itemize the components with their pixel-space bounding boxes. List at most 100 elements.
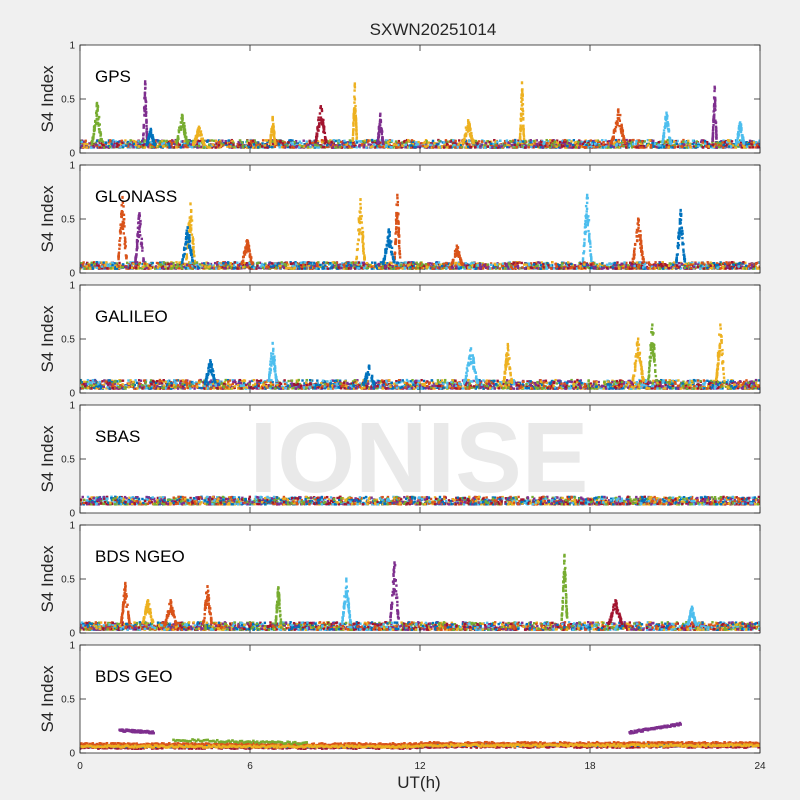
data-point (503, 262, 506, 265)
data-point (113, 262, 116, 265)
data-point (155, 139, 159, 142)
data-point (732, 143, 735, 146)
data-point (236, 142, 239, 146)
data-point (143, 80, 147, 84)
data-point (648, 139, 651, 142)
data-point (623, 140, 627, 143)
data-point (665, 125, 668, 128)
data-point (380, 130, 384, 133)
data-point (149, 143, 152, 146)
data-point (300, 145, 304, 148)
data-point (696, 142, 700, 145)
data-point (182, 122, 186, 125)
data-point (682, 140, 685, 143)
data-point (620, 123, 623, 127)
data-point (351, 145, 354, 148)
data-point (378, 129, 381, 132)
data-point (714, 119, 717, 122)
data-point (297, 262, 300, 266)
data-point (99, 146, 102, 149)
data-point (342, 267, 345, 270)
data-point (129, 141, 132, 145)
data-point (630, 140, 633, 144)
data-point (602, 141, 605, 144)
data-point (91, 261, 95, 265)
data-point (618, 119, 621, 122)
data-point (691, 139, 695, 142)
data-point (322, 125, 325, 128)
data-point (97, 115, 101, 119)
data-point (536, 145, 539, 148)
data-point (619, 127, 622, 131)
data-point (177, 130, 181, 134)
data-point (316, 126, 319, 129)
data-point (666, 114, 669, 118)
data-point (322, 126, 325, 130)
data-point (491, 146, 494, 149)
data-point (500, 265, 504, 268)
data-point (292, 146, 296, 149)
data-point (712, 105, 716, 108)
data-point (521, 93, 524, 96)
data-point (384, 141, 387, 144)
data-point (331, 266, 335, 269)
data-point (758, 261, 760, 265)
data-point (732, 266, 736, 269)
data-point (388, 139, 391, 143)
data-point (738, 121, 742, 125)
data-point (353, 107, 356, 110)
data-point (444, 144, 447, 148)
data-point (707, 145, 710, 148)
data-point (735, 141, 738, 144)
data-point (161, 264, 165, 268)
data-point (95, 113, 99, 116)
data-point (705, 144, 708, 148)
data-point (229, 145, 232, 148)
data-point (263, 146, 267, 149)
data-point (329, 139, 332, 142)
data-point (319, 116, 323, 119)
data-point (555, 145, 558, 148)
data-point (107, 139, 111, 142)
data-point (458, 139, 461, 142)
data-point (521, 112, 525, 116)
data-point (293, 144, 297, 147)
data-point (215, 142, 218, 145)
data-point (80, 142, 84, 146)
data-point (355, 141, 359, 144)
data-point (518, 133, 522, 136)
data-point (468, 123, 471, 126)
data-point (139, 145, 142, 149)
data-point (442, 262, 446, 266)
data-point (547, 266, 550, 269)
data-point (477, 140, 481, 143)
data-point (327, 261, 330, 265)
data-point (235, 146, 238, 149)
data-point (272, 125, 275, 128)
data-point (484, 144, 487, 147)
data-point (184, 142, 188, 145)
data-point (216, 261, 219, 265)
data-point (297, 264, 301, 268)
data-point (318, 112, 322, 115)
data-point (564, 143, 567, 147)
data-point (354, 121, 358, 124)
data-point (711, 144, 714, 147)
data-point (740, 139, 743, 142)
data-point (143, 91, 147, 94)
data-point (379, 262, 382, 266)
data-point (666, 127, 670, 131)
data-point (162, 139, 166, 143)
data-point (205, 261, 208, 264)
data-point (354, 104, 357, 108)
data-point (589, 139, 592, 142)
data-point (629, 267, 632, 270)
data-point (451, 143, 455, 146)
data-point (316, 129, 320, 132)
data-point (144, 113, 148, 116)
data-point (381, 142, 385, 145)
data-point (377, 130, 381, 134)
data-point (376, 141, 379, 144)
data-point (521, 140, 525, 143)
data-point (355, 139, 358, 142)
